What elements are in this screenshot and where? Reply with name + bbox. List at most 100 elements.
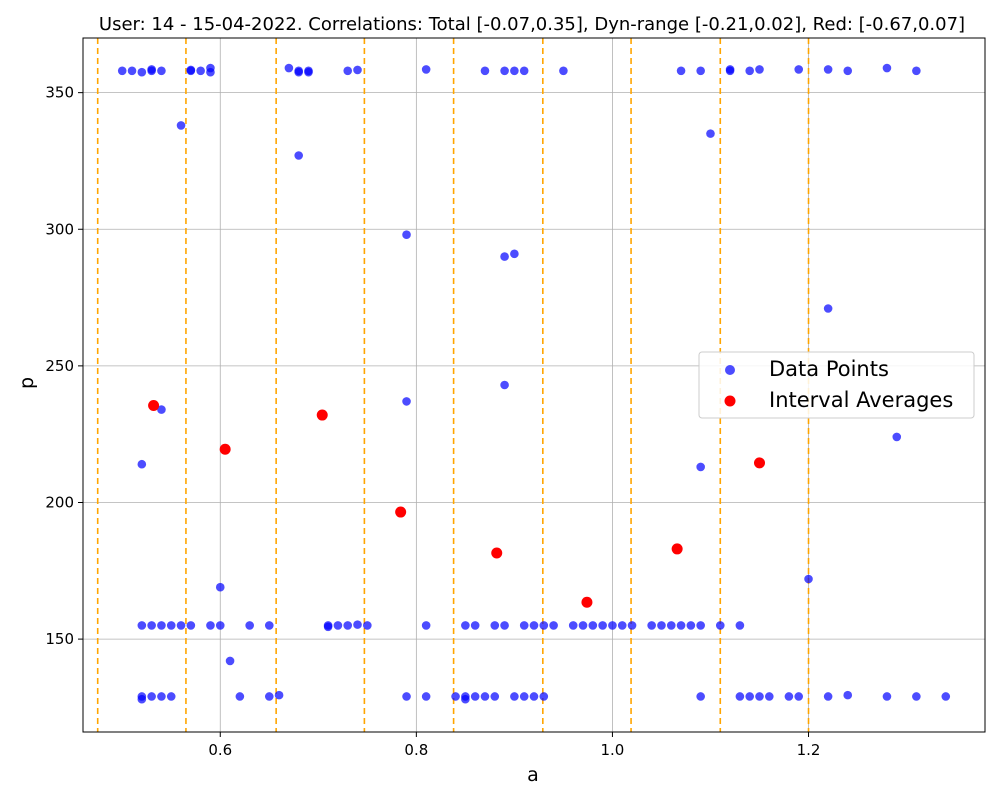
data-point bbox=[823, 65, 833, 74]
data-point bbox=[500, 252, 509, 261]
data-point bbox=[147, 692, 156, 701]
data-point bbox=[745, 692, 754, 701]
interval-average-point bbox=[316, 409, 328, 421]
data-point bbox=[402, 397, 411, 406]
data-point bbox=[176, 121, 186, 130]
interval-average-point bbox=[219, 443, 231, 455]
data-point bbox=[892, 432, 902, 442]
data-point bbox=[666, 621, 676, 630]
chart-title: User: 14 - 15-04-2022. Correlations: Tot… bbox=[99, 14, 965, 35]
data-point bbox=[363, 621, 372, 630]
data-point bbox=[117, 66, 127, 76]
data-point bbox=[490, 621, 500, 630]
data-point bbox=[696, 462, 705, 472]
y-tick-label: 300 bbox=[45, 220, 74, 238]
data-point bbox=[735, 621, 745, 630]
data-point bbox=[941, 692, 951, 701]
legend-label-data-points: Data Points bbox=[769, 357, 889, 381]
data-point bbox=[696, 692, 705, 701]
data-point bbox=[461, 621, 470, 630]
data-point bbox=[127, 66, 137, 76]
data-point bbox=[500, 621, 509, 630]
y-axis-label: p bbox=[16, 377, 38, 389]
data-point bbox=[206, 67, 215, 77]
plot-frame bbox=[82, 37, 986, 733]
interval-boundary-lines bbox=[96, 38, 810, 732]
data-points-layer bbox=[117, 63, 951, 704]
data-point bbox=[470, 692, 480, 701]
data-point bbox=[647, 621, 656, 630]
data-point bbox=[539, 692, 549, 701]
data-point bbox=[304, 67, 313, 77]
data-point bbox=[470, 621, 480, 630]
data-point bbox=[451, 692, 460, 701]
data-point bbox=[274, 690, 284, 700]
data-point bbox=[706, 129, 715, 138]
legend-marker-data-points bbox=[725, 365, 735, 375]
data-point bbox=[421, 621, 431, 630]
data-point bbox=[510, 692, 519, 701]
data-point bbox=[519, 692, 529, 701]
data-point bbox=[284, 63, 294, 73]
data-point bbox=[137, 67, 147, 77]
data-point bbox=[686, 621, 696, 630]
data-point bbox=[588, 621, 598, 630]
data-point bbox=[539, 621, 549, 630]
y-tick-label: 200 bbox=[45, 493, 74, 511]
data-point bbox=[559, 66, 568, 76]
data-point bbox=[147, 66, 156, 76]
x-tick-label: 0.8 bbox=[404, 741, 428, 759]
data-point bbox=[264, 621, 274, 630]
data-point bbox=[529, 692, 539, 701]
data-point bbox=[843, 66, 853, 76]
data-point bbox=[519, 621, 529, 630]
data-point bbox=[510, 66, 519, 76]
data-point bbox=[765, 692, 774, 701]
x-axis-label: a bbox=[527, 764, 539, 786]
data-point bbox=[578, 621, 588, 630]
interval-average-point bbox=[754, 457, 765, 469]
data-point bbox=[804, 574, 813, 584]
data-point bbox=[715, 621, 725, 630]
data-point bbox=[235, 692, 245, 701]
data-point bbox=[137, 621, 147, 630]
data-point bbox=[755, 692, 764, 701]
data-point bbox=[353, 620, 362, 629]
x-tick-label: 1.0 bbox=[601, 741, 625, 759]
data-point bbox=[823, 692, 833, 701]
data-point bbox=[617, 621, 627, 630]
data-point bbox=[480, 692, 490, 701]
data-point bbox=[137, 459, 147, 469]
data-point bbox=[166, 621, 176, 630]
data-point bbox=[490, 692, 500, 701]
data-point bbox=[823, 304, 833, 313]
data-point bbox=[294, 151, 303, 160]
data-point bbox=[157, 66, 166, 76]
data-point bbox=[657, 621, 666, 630]
data-point bbox=[294, 67, 303, 77]
grid-layer bbox=[83, 38, 985, 732]
data-point bbox=[568, 621, 578, 630]
data-point bbox=[510, 249, 519, 259]
y-tick-label: 350 bbox=[45, 84, 74, 102]
legend: Data Points Interval Averages bbox=[698, 351, 975, 419]
data-point bbox=[186, 621, 196, 630]
legend-box bbox=[698, 351, 975, 419]
data-point bbox=[215, 582, 225, 592]
data-point bbox=[784, 692, 794, 701]
data-point bbox=[608, 621, 617, 630]
data-point bbox=[500, 66, 509, 76]
interval-average-point bbox=[671, 543, 683, 555]
data-point bbox=[421, 65, 431, 74]
data-point bbox=[725, 66, 735, 76]
data-point bbox=[147, 621, 156, 630]
legend-label-interval-averages: Interval Averages bbox=[769, 388, 953, 412]
data-point bbox=[461, 694, 470, 704]
data-point bbox=[549, 621, 558, 630]
data-point bbox=[421, 692, 431, 701]
data-point bbox=[882, 692, 892, 701]
data-point bbox=[264, 692, 274, 701]
data-point bbox=[843, 690, 853, 700]
data-point bbox=[157, 621, 166, 630]
data-point bbox=[245, 621, 254, 630]
